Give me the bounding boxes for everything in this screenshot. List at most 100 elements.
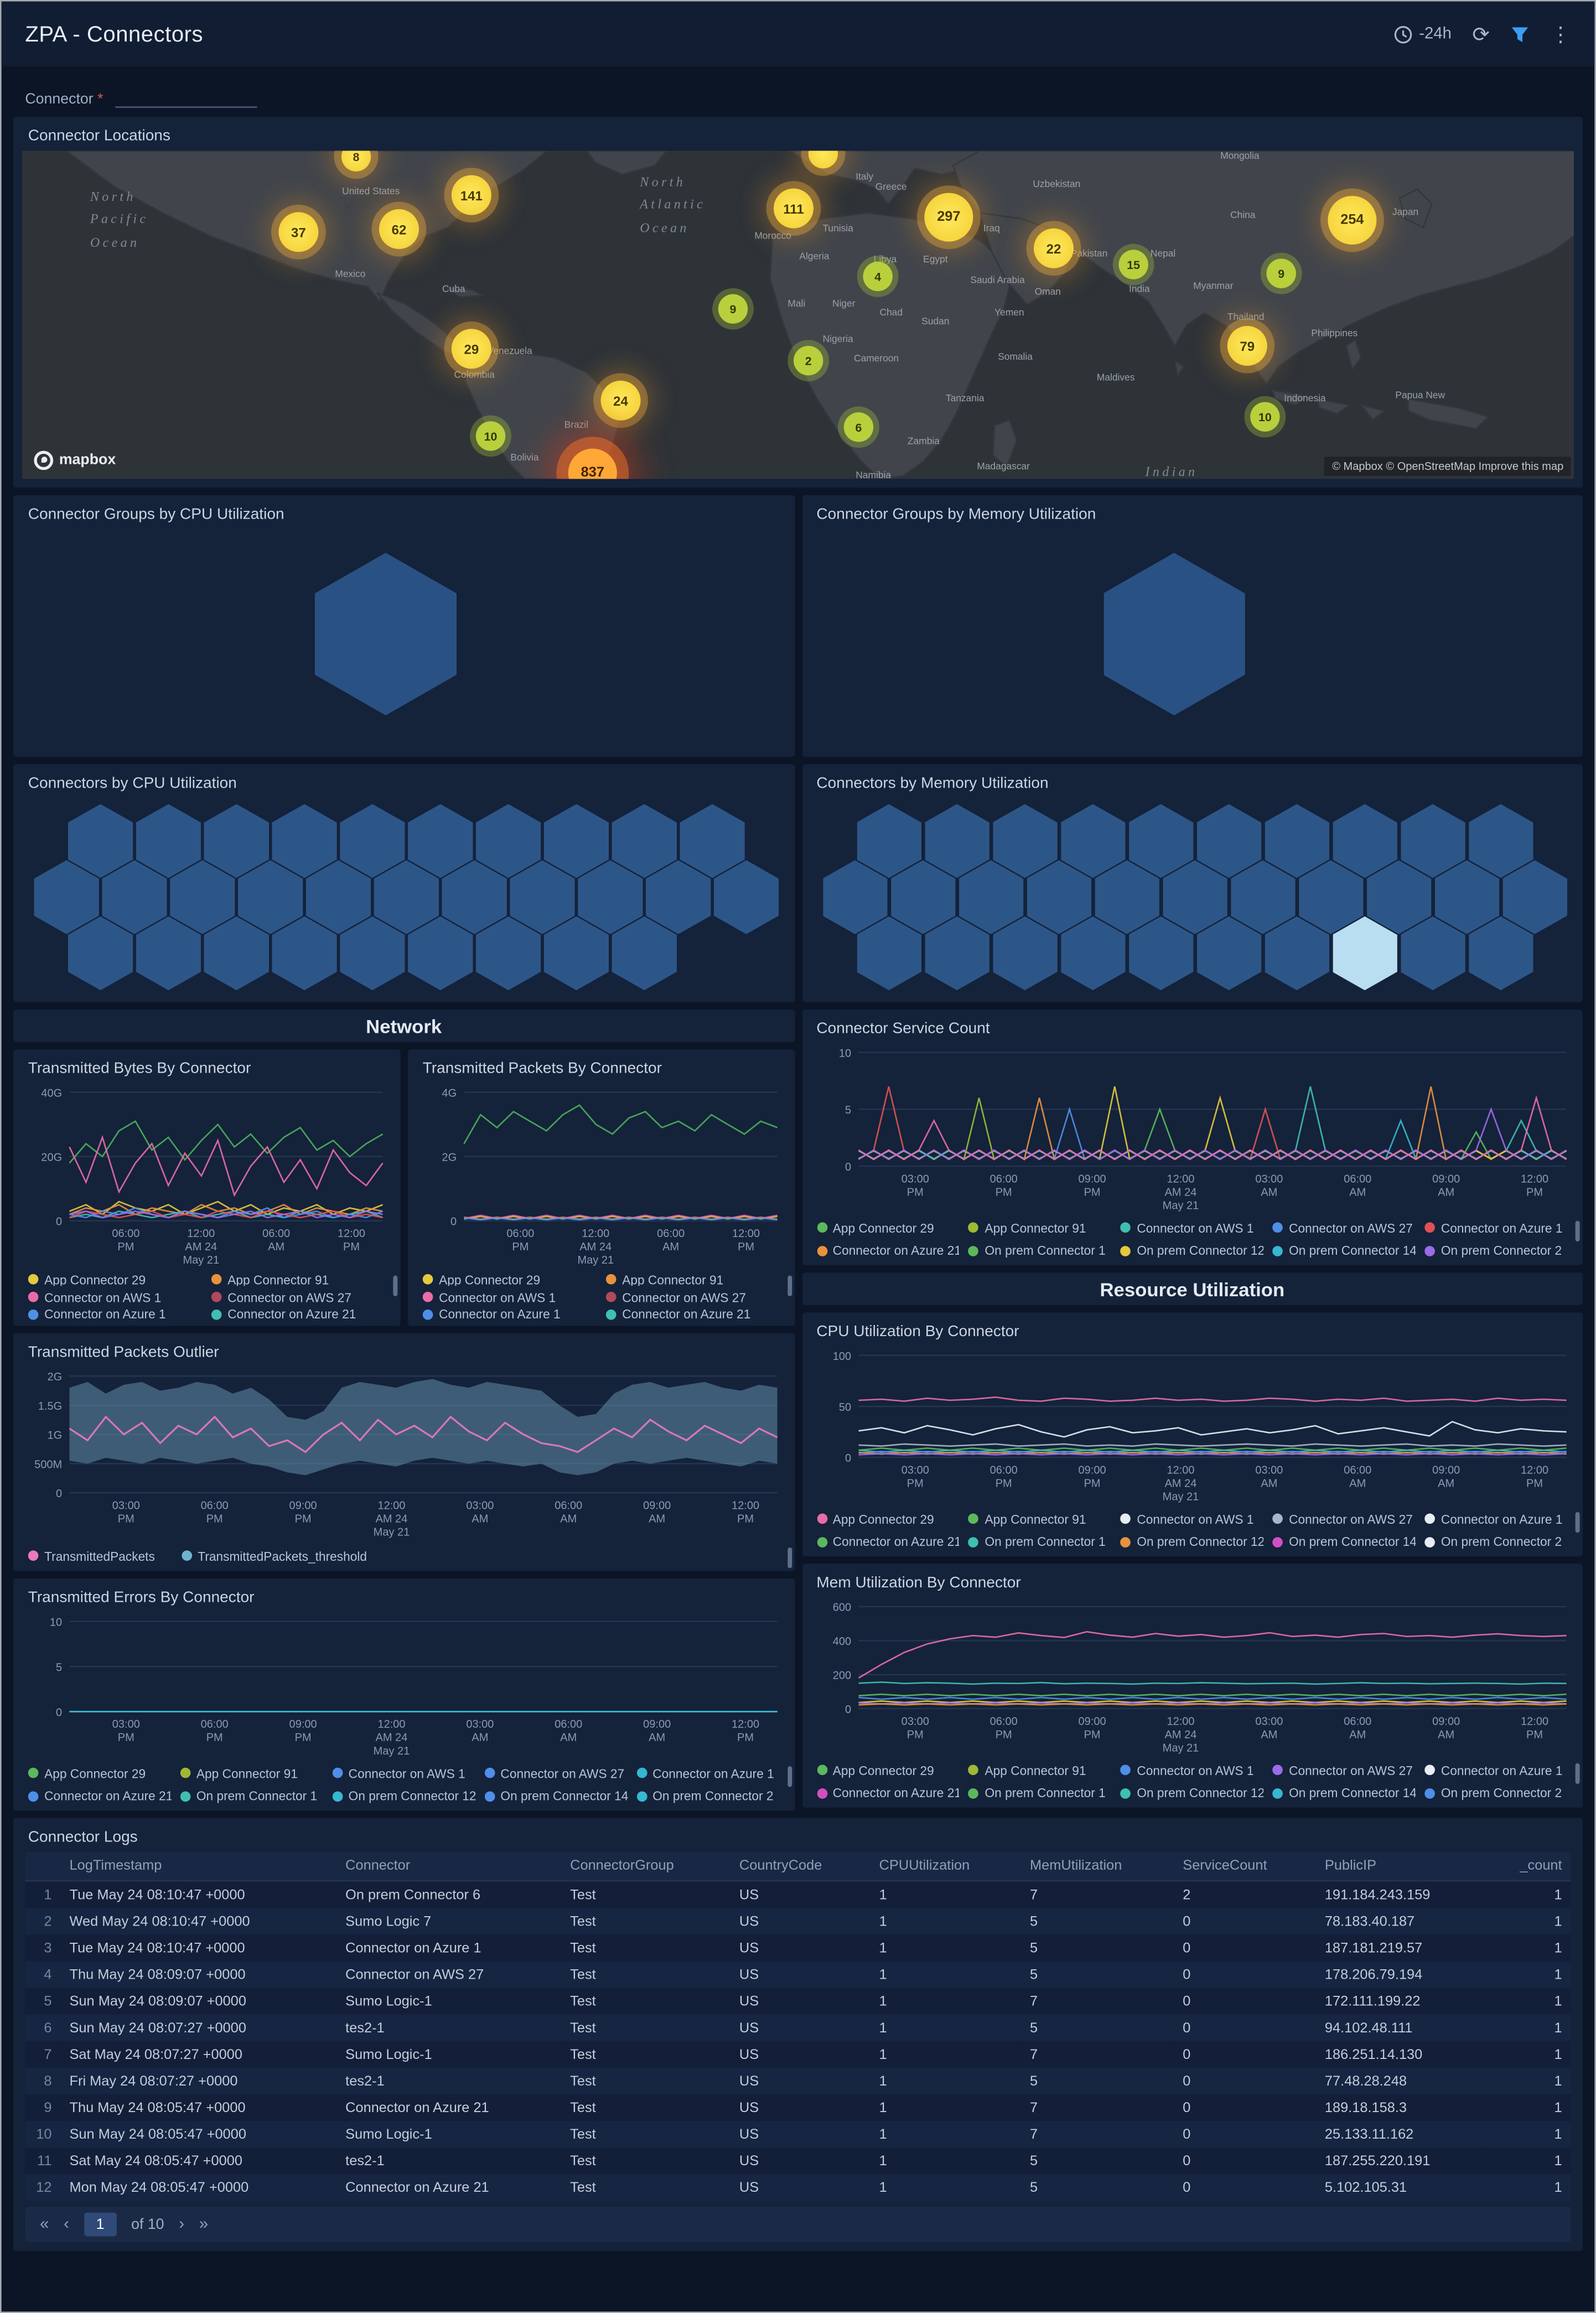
legend-item[interactable]: Connector on Azure 21 [816,1534,960,1551]
legend-item[interactable]: On prem Connector 14 [1272,1242,1416,1259]
hex-cell[interactable] [1196,804,1262,878]
hex-cell[interactable] [1264,804,1330,878]
map-cluster-bubble[interactable]: 4 [863,261,893,292]
map-cluster-bubble[interactable]: 254 [1328,195,1377,245]
map-cluster-bubble[interactable]: 9 [1266,258,1296,288]
table-row[interactable]: 4 Thu May 24 08:09:07 +0000 Connector on A… [25,1961,1571,1988]
table-row[interactable]: 12 Mon May 24 08:05:47 +0000 Connector on … [25,2174,1571,2201]
table-row[interactable]: 10 Sun May 24 08:05:47 +0000 Sumo Logic-1 T… [25,2121,1571,2148]
legend-item[interactable]: App Connector 91 [968,1219,1112,1236]
legend-item[interactable]: App Connector 91 [180,1764,323,1782]
hex-cell[interactable] [1162,860,1227,934]
hex-cell[interactable] [1366,860,1432,934]
column-header[interactable]: LogTimestamp [60,1852,337,1882]
legend-item[interactable]: On prem Connector 12 [1120,1534,1264,1551]
table-row[interactable]: 2 Wed May 24 08:10:47 +0000 Sumo Logic 7 Te… [25,1908,1571,1935]
legend-item[interactable]: TransmittedPackets_threshold [181,1546,367,1565]
map-cluster-bubble[interactable]: 22 [1033,228,1074,268]
column-header[interactable]: CountryCode [730,1852,870,1882]
legend-item[interactable]: Connector on AWS 27 [605,1291,780,1302]
legend-item[interactable]: TransmittedPackets [28,1546,155,1565]
legend-item[interactable]: App Connector 91 [968,1510,1112,1528]
column-header[interactable]: PublicIP [1315,1852,1488,1882]
legend-item[interactable]: On prem Connector 2 [1424,1534,1568,1551]
hex-cell[interactable] [1128,916,1194,991]
legend-item[interactable]: On prem Connector 1 [968,1242,1112,1259]
table-row[interactable]: 7 Sat May 24 08:07:27 +0000 Sumo Logic-1 Te… [25,2041,1571,2068]
legend-item[interactable]: Connector on Azure 21 [211,1308,386,1320]
map-cluster-bubble[interactable]: 62 [379,209,419,249]
legend-item[interactable]: On prem Connector 14 [1272,1534,1416,1551]
legend-item[interactable]: Connector on Azure 21 [816,1242,960,1259]
column-header[interactable]: ServiceCount [1174,1852,1316,1882]
column-header[interactable]: MemUtilization [1020,1852,1174,1882]
map-cluster-bubble[interactable]: 111 [773,188,814,229]
world-map[interactable]: © Mapbox © OpenStreetMap Improve this ma… [22,151,1574,479]
column-header[interactable]: CPUUtilization [870,1852,1021,1882]
map-cluster-bubble[interactable]: 6 [843,412,874,442]
legend-item[interactable]: Connector on AWS 1 [332,1764,475,1782]
legend-item[interactable]: On prem Connector 12 [1120,1785,1264,1802]
current-page[interactable]: 1 [84,2212,117,2237]
map-cluster-bubble[interactable]: 141 [451,175,491,215]
legend-item[interactable]: On prem Connector 2 [1424,1785,1568,1802]
legend-item[interactable]: On prem Connector 2 [1424,1242,1568,1259]
map-cluster-bubble[interactable]: 15 [1118,250,1148,280]
map-cluster-bubble[interactable]: 79 [1227,325,1267,366]
legend-item[interactable]: App Connector 29 [422,1274,597,1285]
kebab-menu-icon[interactable]: ⋮ [1550,22,1571,46]
legend-item[interactable]: Connector on AWS 27 [211,1291,386,1302]
legend-item[interactable]: Connector on Azure 1 [422,1308,597,1320]
legend-item[interactable]: On prem Connector 14 [1272,1785,1416,1802]
column-header-index[interactable] [25,1852,61,1882]
column-header[interactable]: _count [1487,1852,1571,1882]
legend-item[interactable]: Connector on AWS 27 [1272,1762,1416,1779]
map-cluster-bubble[interactable]: 10 [1250,402,1280,432]
legend-item[interactable]: On prem Connector 2 [636,1788,780,1805]
refresh-icon[interactable]: ⟳ [1472,22,1490,46]
legend-item[interactable]: App Connector 29 [28,1764,172,1782]
map-cluster-bubble[interactable]: 297 [924,193,973,242]
legend-item[interactable]: App Connector 29 [28,1274,203,1285]
mapbox-logo[interactable]: mapbox [34,451,116,470]
legend-item[interactable]: Connector on AWS 1 [1120,1762,1264,1779]
legend-item[interactable]: Connector on AWS 1 [422,1291,597,1302]
hex-cell[interactable] [1332,916,1397,991]
table-row[interactable]: 9 Thu May 24 08:05:47 +0000 Connector on A… [25,2094,1571,2121]
map-attribution[interactable]: © Mapbox © OpenStreetMap Improve this ma… [1324,457,1571,476]
hex-group-cell[interactable] [1103,552,1245,716]
legend-item[interactable]: Connector on AWS 27 [1272,1510,1416,1528]
table-row[interactable]: 11 Sat May 24 08:05:47 +0000 tes2-1 Test US 1… [25,2148,1571,2175]
column-header[interactable]: ConnectorGroup [561,1852,730,1882]
legend-item[interactable]: Connector on AWS 1 [1120,1510,1264,1528]
legend-item[interactable]: Connector on Azure 1 [1424,1219,1568,1236]
prev-page-button[interactable]: ‹ [64,2215,69,2233]
last-page-button[interactable]: » [199,2215,209,2233]
hex-cell[interactable] [1128,804,1194,878]
table-row[interactable]: 5 Sun May 24 08:09:07 +0000 Sumo Logic-1 Te… [25,1988,1571,2015]
legend-item[interactable]: App Connector 29 [816,1219,960,1236]
legend-item[interactable]: Connector on Azure 1 [28,1308,203,1320]
hex-cell[interactable] [1264,916,1330,991]
legend-item[interactable]: App Connector 29 [816,1762,960,1779]
next-page-button[interactable]: › [179,2215,185,2233]
legend-item[interactable]: Connector on Azure 21 [28,1788,171,1805]
table-row[interactable]: 1 Tue May 24 08:10:47 +0000 On prem Connec… [25,1881,1571,1908]
column-header[interactable]: Connector [336,1852,562,1882]
legend-item[interactable]: Connector on Azure 21 [816,1785,960,1802]
legend-item[interactable]: Connector on AWS 1 [28,1291,203,1302]
hex-cell[interactable] [1298,860,1364,934]
map-cluster-bubble[interactable]: 37 [278,212,319,252]
legend-item[interactable]: Connector on AWS 1 [1120,1219,1264,1236]
table-row[interactable]: 6 Sun May 24 08:07:27 +0000 tes2-1 Test US 1 5… [25,2014,1571,2041]
hex-group-cell[interactable] [314,552,457,716]
legend-item[interactable]: Connector on Azure 1 [636,1764,780,1782]
time-range-button[interactable]: -24h [1394,24,1452,44]
first-page-button[interactable]: « [40,2215,49,2233]
legend-item[interactable]: On prem Connector 1 [180,1788,323,1805]
legend-item[interactable]: App Connector 91 [968,1762,1112,1779]
map-cluster-bubble[interactable]: 24 [600,380,641,421]
legend-item[interactable]: Connector on AWS 27 [484,1764,628,1782]
legend-item[interactable]: On prem Connector 1 [968,1534,1112,1551]
legend-item[interactable]: On prem Connector 12 [1120,1242,1264,1259]
